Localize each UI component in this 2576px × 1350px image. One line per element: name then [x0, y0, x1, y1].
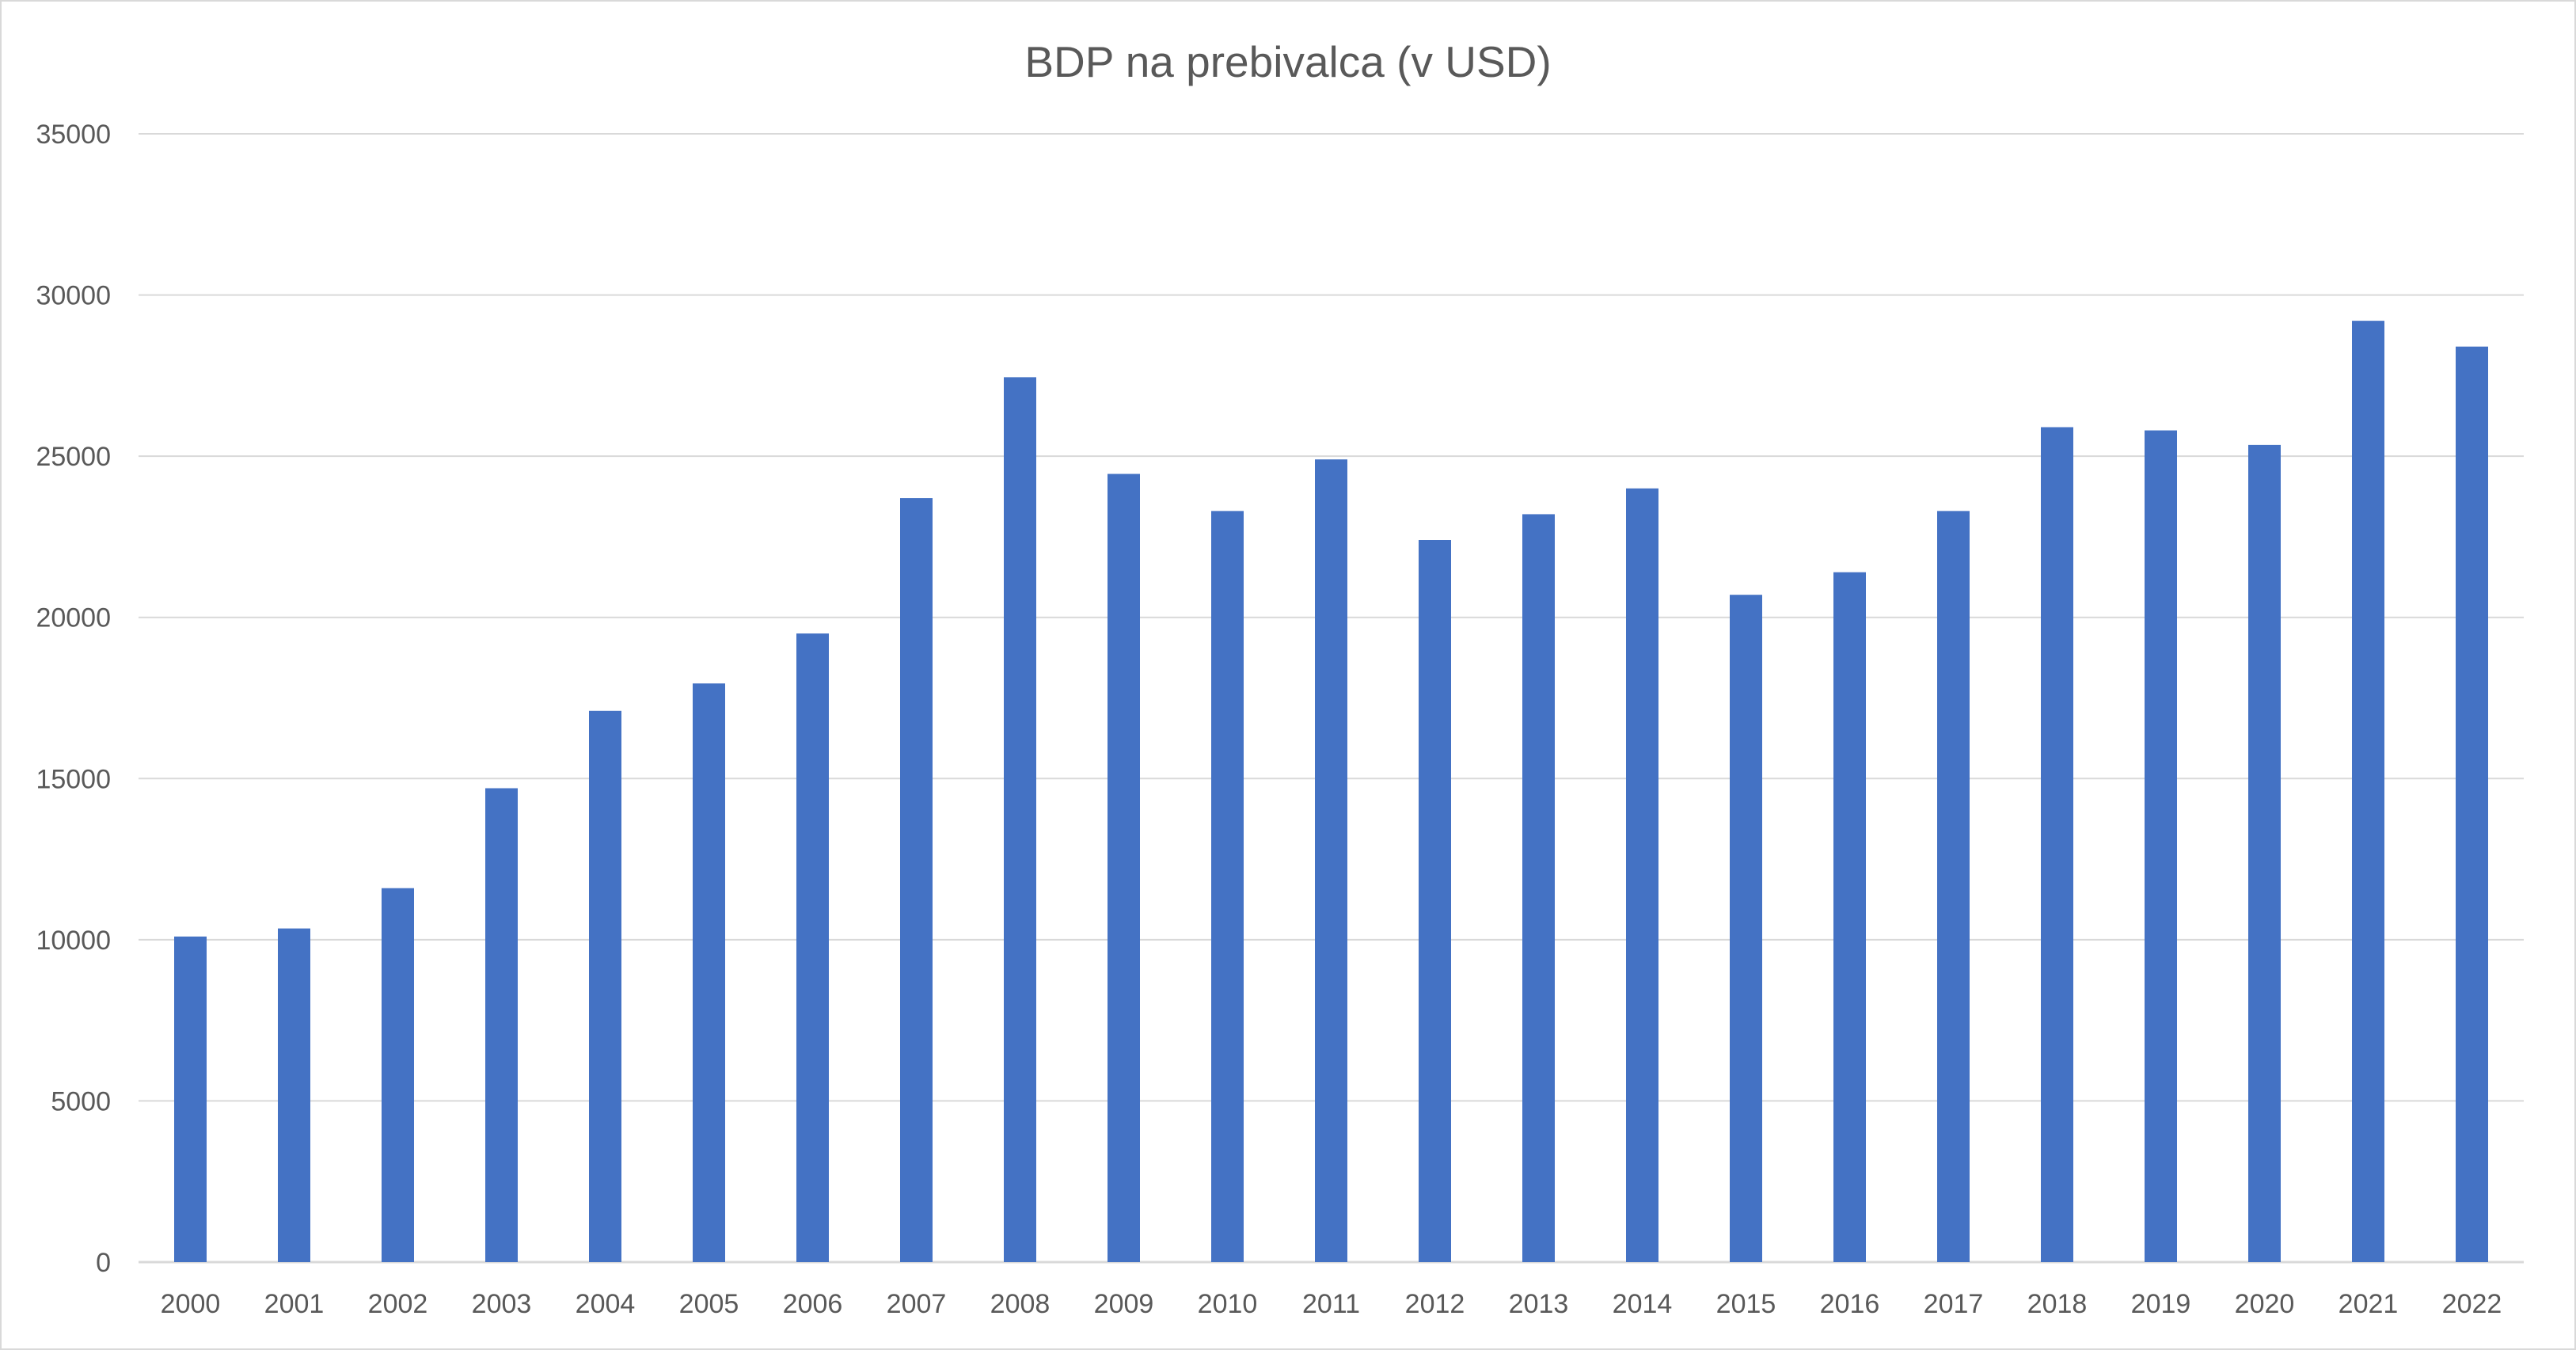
x-tick-label: 2015 [1716, 1289, 1776, 1319]
chart-title: BDP na prebivalca (v USD) [1024, 37, 1551, 86]
x-tick-label: 2017 [1924, 1289, 1984, 1319]
bar-2019 [2145, 430, 2177, 1262]
x-tick-label: 2001 [264, 1289, 325, 1319]
x-tick-label: 2006 [783, 1289, 843, 1319]
bar-2018 [2041, 427, 2073, 1262]
bar-2006 [796, 633, 829, 1262]
y-tick-label: 15000 [36, 764, 111, 794]
bar-2007 [900, 498, 933, 1262]
y-tick-label: 25000 [36, 442, 111, 472]
x-tick-label: 2013 [1509, 1289, 1569, 1319]
y-axis: 0 5000 10000 15000 20000 25000 30000 35000 [36, 120, 111, 1278]
x-tick-label: 2014 [1613, 1289, 1673, 1319]
y-tick-label: 10000 [36, 926, 111, 956]
x-tick-label: 2005 [679, 1289, 739, 1319]
y-tick-label: 30000 [36, 281, 111, 311]
y-tick-label: 0 [96, 1248, 111, 1278]
bar-2022 [2456, 346, 2488, 1262]
x-tick-label: 2002 [368, 1289, 428, 1319]
bar-2016 [1833, 572, 1866, 1262]
x-tick-label: 2012 [1405, 1289, 1465, 1319]
x-tick-label: 2016 [1820, 1289, 1880, 1319]
bar-2009 [1108, 473, 1140, 1262]
bar-2004 [589, 710, 621, 1262]
bar-2010 [1211, 511, 1244, 1262]
x-tick-label: 2000 [161, 1289, 221, 1319]
y-tick-label: 5000 [51, 1086, 111, 1116]
bar-2012 [1419, 540, 1451, 1262]
bar-2014 [1626, 488, 1658, 1262]
bar-2017 [1937, 511, 1970, 1262]
x-tick-label: 2022 [2442, 1289, 2502, 1319]
bars [174, 321, 2488, 1263]
x-tick-label: 2010 [1198, 1289, 1258, 1319]
x-tick-label: 2004 [576, 1289, 636, 1319]
y-tick-label: 35000 [36, 120, 111, 150]
bar-2020 [2248, 444, 2281, 1263]
bar-2015 [1730, 595, 1762, 1262]
bar-2011 [1315, 459, 1347, 1262]
x-tick-label: 2008 [990, 1289, 1051, 1319]
bar-2000 [174, 936, 207, 1262]
x-tick-label: 2020 [2235, 1289, 2295, 1319]
x-tick-label: 2018 [2027, 1289, 2088, 1319]
bar-2021 [2352, 321, 2384, 1263]
x-tick-label: 2009 [1094, 1289, 1154, 1319]
bar-2005 [693, 683, 725, 1262]
y-tick-label: 20000 [36, 603, 111, 633]
bar-2001 [278, 928, 310, 1262]
x-tick-label: 2003 [472, 1289, 532, 1319]
x-tick-label: 2011 [1302, 1289, 1360, 1319]
x-tick-label: 2007 [887, 1289, 947, 1319]
x-tick-label: 2019 [2131, 1289, 2191, 1319]
x-tick-label: 2021 [2339, 1289, 2399, 1319]
bar-2003 [485, 788, 518, 1262]
x-axis: 2000 2001 2002 2003 2004 2005 2006 2007 2008 2009… [161, 1289, 2502, 1319]
bar-2002 [382, 888, 414, 1262]
bar-2008 [1004, 377, 1036, 1263]
bar-2013 [1522, 514, 1555, 1262]
